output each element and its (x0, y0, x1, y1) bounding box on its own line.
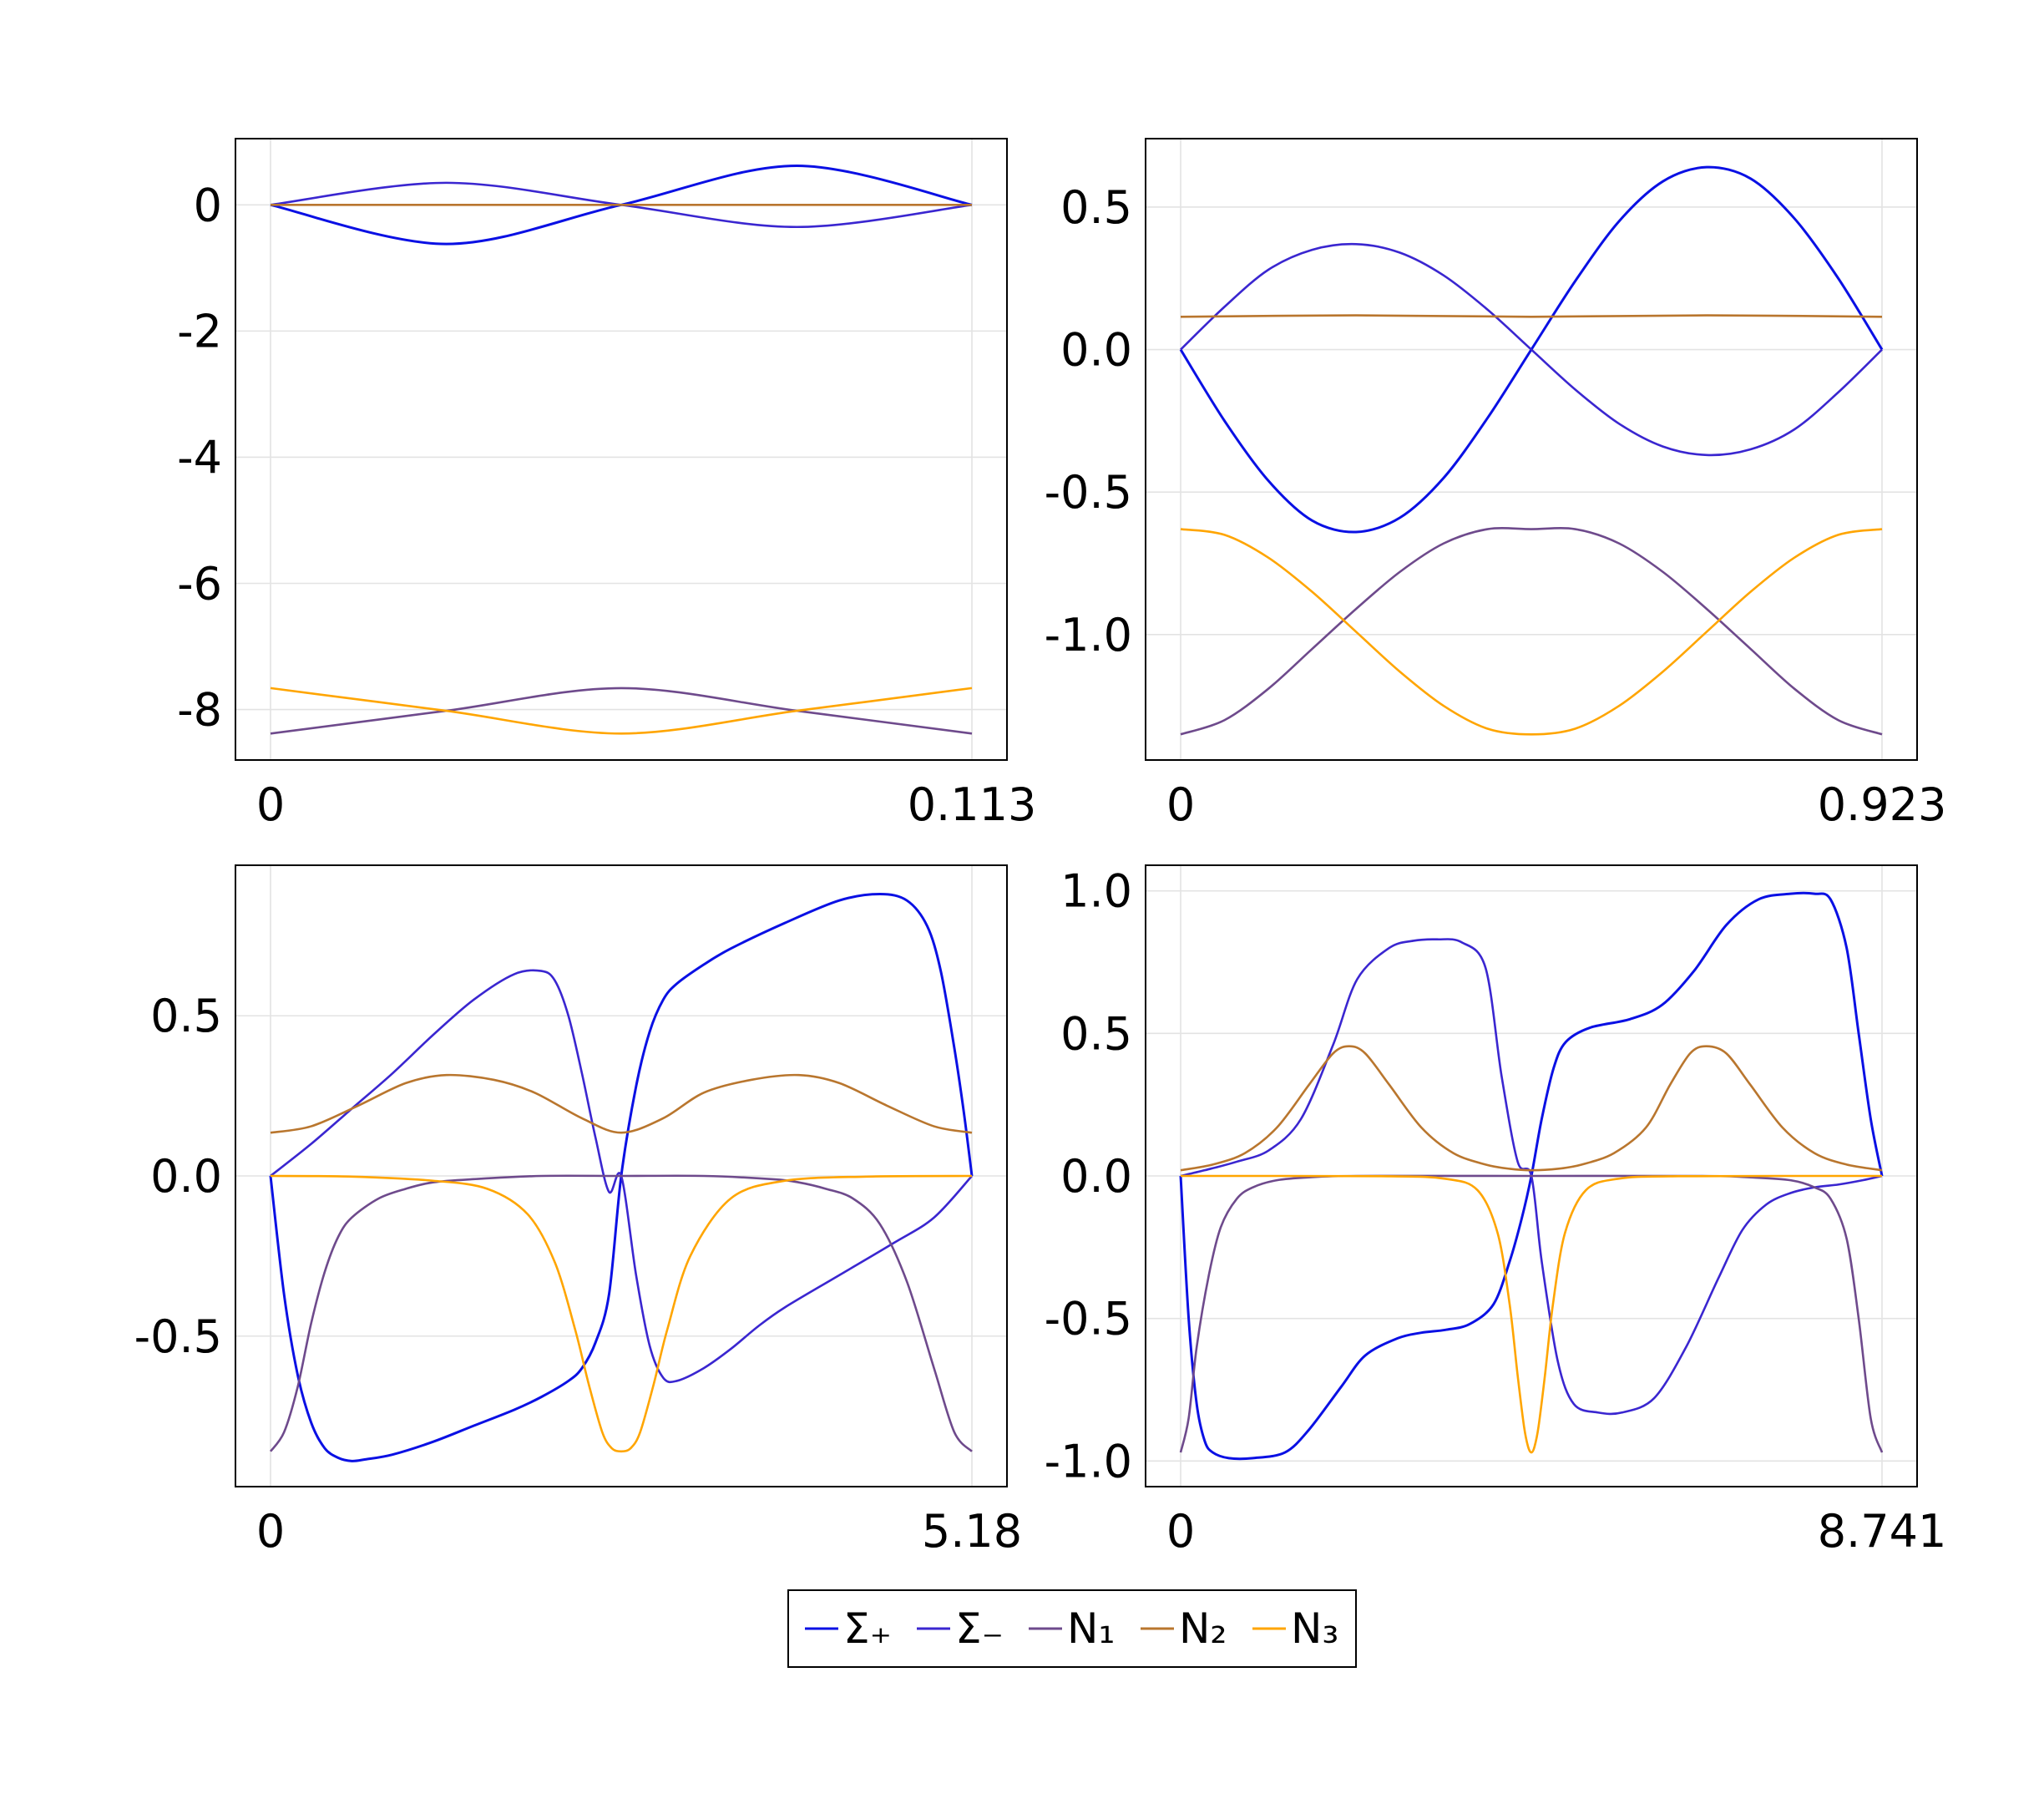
series-line-n3 (1180, 528, 1883, 736)
panel-top-right: 0.5 0.0 -0.5 -1.0 0 0.923 (1045, 138, 1947, 831)
x-tick-label: 0 (256, 778, 285, 831)
legend-entry-sigma-minus: Σ₋ (917, 1604, 1004, 1653)
series-line-n2 (270, 1073, 973, 1134)
series-line-n3 (270, 687, 973, 735)
legend: Σ₊ Σ₋ N₁ N₂ N₃ (787, 1589, 1357, 1668)
plot-frame (1145, 864, 1918, 1487)
legend-entry-n1: N₁ (1029, 1604, 1115, 1653)
series-line-n1 (1179, 1174, 1884, 1453)
plot-frame (235, 864, 1008, 1487)
legend-label-sigma-minus: Σ₋ (955, 1604, 1004, 1653)
y-tick-label: 0.0 (150, 1150, 222, 1203)
series-line-sigma-minus (1180, 938, 1883, 1416)
series-line-sigma-minus (1180, 242, 1883, 457)
y-tick-label: -2 (177, 305, 222, 357)
x-tick-label: 0 (1166, 1505, 1195, 1558)
plot-area (1146, 139, 1917, 760)
series-line-sigma-plus (1179, 891, 1884, 1461)
y-tick-label: 0 (194, 179, 222, 231)
y-tick-label: -6 (177, 558, 222, 611)
y-tick-label: 0.0 (1060, 324, 1132, 377)
legend-label-n1: N₁ (1067, 1604, 1115, 1653)
legend-label-sigma-plus: Σ₊ (843, 1604, 892, 1653)
x-tick-label: 0 (256, 1505, 285, 1558)
x-tick-label: 8.741 (1818, 1505, 1947, 1558)
y-tick-label: 0.5 (1060, 1007, 1132, 1060)
legend-entry-n2: N₂ (1141, 1604, 1227, 1653)
panel-bottom-left: 0.5 0.0 -0.5 0 5.18 (134, 864, 1022, 1558)
plot-frame (1145, 138, 1918, 761)
panel-top-left: 0 -2 -4 -6 -8 0 0.113 (177, 138, 1037, 831)
y-tick-label: 0.5 (1060, 181, 1132, 234)
y-tick-label: -0.5 (1045, 1293, 1132, 1345)
series-line-n3 (1180, 1174, 1883, 1454)
y-tick-label: -8 (177, 684, 222, 737)
plot-area (235, 139, 1007, 760)
plot-frame (235, 138, 1008, 761)
legend-entry-n3: N₃ (1252, 1604, 1338, 1653)
y-tick-label: -1.0 (1045, 1435, 1132, 1487)
legend-entry-sigma-plus: Σ₊ (805, 1604, 892, 1653)
y-tick-label: -0.5 (1045, 466, 1132, 519)
series-line-n1 (1180, 527, 1883, 736)
y-tick-label: 1.0 (1060, 865, 1132, 918)
legend-label-n3: N₃ (1291, 1604, 1338, 1653)
y-tick-label: -1.0 (1045, 609, 1132, 661)
y-tick-label: 0.0 (1060, 1150, 1132, 1203)
series-line-n1 (270, 687, 973, 735)
series-line-sigma-plus (269, 893, 974, 1462)
x-tick-label: 0.113 (908, 778, 1037, 831)
x-tick-label: 5.18 (922, 1505, 1022, 1558)
legend-label-n2: N₂ (1179, 1604, 1227, 1653)
x-tick-label: 0.923 (1818, 778, 1947, 831)
series-line-n1 (269, 1174, 973, 1452)
y-tick-label: -0.5 (134, 1310, 222, 1363)
panel-bottom-right: 1.0 0.5 0.0 -0.5 -1.0 0 8.741 (1045, 864, 1947, 1558)
series-line-n3 (270, 1174, 973, 1453)
y-tick-label: 0.5 (150, 990, 222, 1042)
series-line-n2 (1180, 314, 1883, 318)
series-line-n2 (1180, 1045, 1883, 1172)
x-tick-label: 0 (1166, 778, 1195, 831)
series-line-sigma-minus (270, 969, 973, 1384)
y-tick-label: -4 (177, 431, 222, 484)
